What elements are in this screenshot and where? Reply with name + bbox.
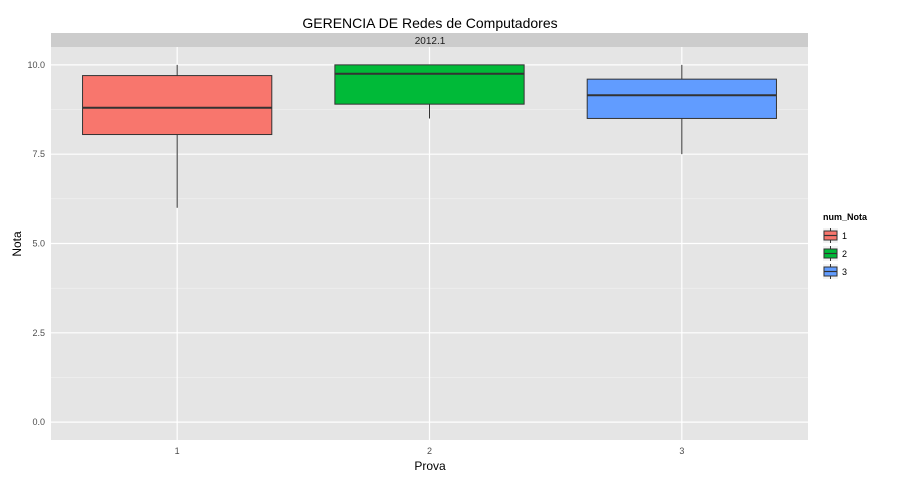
x-tick-label: 1 — [175, 446, 180, 456]
x-tick-label: 2 — [427, 446, 432, 456]
facet-label: 2012.1 — [415, 36, 446, 47]
y-tick-label: 5.0 — [32, 239, 45, 249]
legend-label: 3 — [842, 267, 847, 277]
y-tick-label: 0.0 — [32, 417, 45, 427]
x-tick-labels: 1 2 3 — [175, 446, 685, 456]
legend-label: 2 — [842, 249, 847, 259]
facet-strip — [51, 33, 808, 47]
boxplots — [82, 64, 777, 208]
boxplot-2 — [334, 64, 525, 119]
boxplot-1 — [82, 64, 273, 208]
x-axis-title: Prova — [414, 459, 446, 473]
legend-title: num_Nota — [823, 212, 868, 222]
y-tick-labels: 0.0 2.5 5.0 7.5 10.0 — [27, 60, 45, 427]
legend-item-2: 2 — [823, 246, 847, 261]
box — [586, 78, 777, 119]
y-tick-label: 7.5 — [32, 149, 45, 159]
legend: num_Nota 1 2 3 — [823, 212, 868, 279]
legend-item-1: 1 — [823, 228, 847, 243]
y-tick-label: 2.5 — [32, 328, 45, 338]
legend-item-3: 3 — [823, 264, 847, 279]
y-tick-label: 10.0 — [27, 60, 45, 70]
legend-label: 1 — [842, 231, 847, 241]
box — [82, 75, 273, 136]
x-tick-label: 3 — [679, 446, 684, 456]
box — [334, 64, 525, 105]
boxplot-3 — [586, 64, 777, 155]
y-axis-title: Nota — [10, 231, 24, 257]
chart-title: GERENCIA DE Redes de Computadores — [302, 15, 557, 31]
